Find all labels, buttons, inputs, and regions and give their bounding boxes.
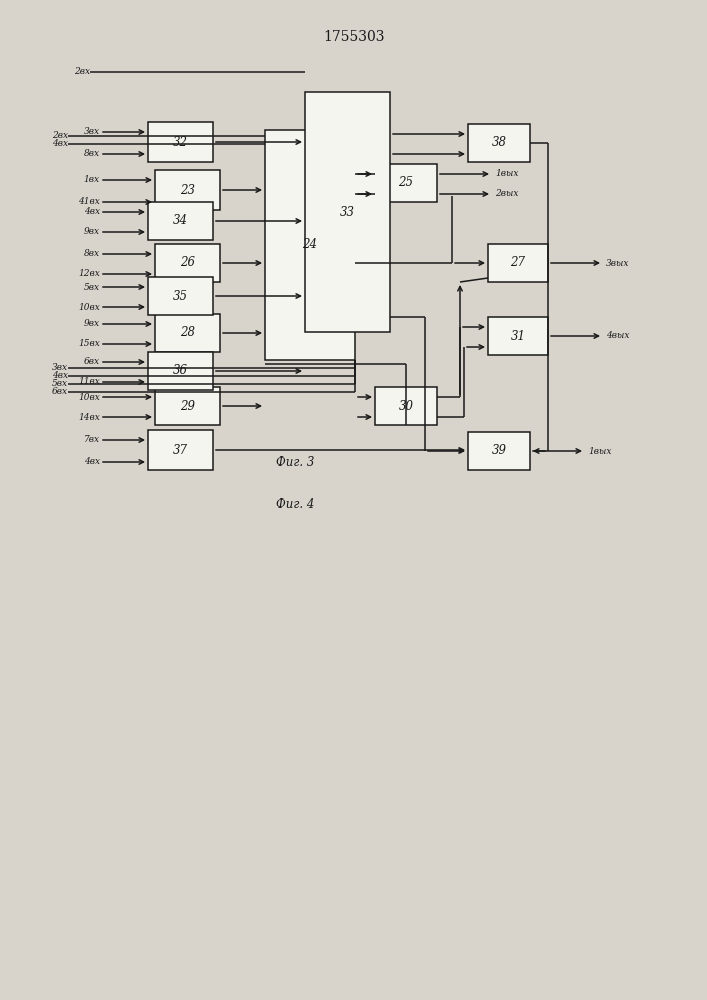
Text: 4вх: 4вх [84,458,100,466]
Bar [468,432,530,470]
Text: 35: 35 [173,290,188,302]
Text: 4вых: 4вых [606,332,629,340]
Bar [305,92,390,332]
Text: 1вых: 1вых [495,169,518,178]
Bar [468,124,530,162]
Text: 9вх: 9вх [84,320,100,328]
Text: 14вх: 14вх [78,412,100,422]
Text: 3вых: 3вых [606,258,629,267]
Text: 10вх: 10вх [78,392,100,401]
Bar [488,244,548,282]
Bar [488,317,548,355]
Text: 8вх: 8вх [84,149,100,158]
Bar [148,122,213,162]
Text: 9вх: 9вх [84,228,100,236]
Text: 15вх: 15вх [78,340,100,349]
Text: 7вх: 7вх [84,436,100,444]
Bar [155,387,220,425]
Text: 4вх: 4вх [52,139,68,148]
Text: 29: 29 [180,399,195,412]
Bar [155,244,220,282]
Text: 2вх: 2вх [74,68,90,77]
Text: 24: 24 [303,238,317,251]
Bar [155,170,220,210]
Text: 28: 28 [180,326,195,340]
Text: 6вх: 6вх [52,387,68,396]
Text: 4вх: 4вх [52,371,68,380]
Text: 11вх: 11вх [78,377,100,386]
Text: 1755303: 1755303 [323,30,385,44]
Text: 3вх: 3вх [52,363,68,372]
Text: 8вх: 8вх [84,249,100,258]
Text: 34: 34 [173,215,188,228]
Text: 33: 33 [340,206,355,219]
Text: 2вх: 2вх [52,131,68,140]
Bar [155,314,220,352]
Text: 37: 37 [173,444,188,456]
Text: 4вх: 4вх [84,208,100,217]
Text: 41вх: 41вх [78,198,100,207]
Text: 3вх: 3вх [84,127,100,136]
Bar [375,387,437,425]
Text: 36: 36 [173,364,188,377]
Text: 1вых: 1вых [588,446,612,456]
Bar [148,277,213,315]
Text: 39: 39 [491,444,506,458]
Text: Фиг. 3: Фиг. 3 [276,456,314,468]
Text: 25: 25 [399,176,414,190]
Text: 32: 32 [173,135,188,148]
Text: 6вх: 6вх [84,358,100,366]
Bar [148,430,213,470]
Bar [375,164,437,202]
Bar [148,352,213,390]
Text: 10вх: 10вх [78,302,100,312]
Bar [148,202,213,240]
Text: 12вх: 12вх [78,269,100,278]
Text: 27: 27 [510,256,525,269]
Text: Фиг. 4: Фиг. 4 [276,498,314,512]
Text: 1вх: 1вх [84,176,100,184]
Text: 5вх: 5вх [52,379,68,388]
Text: 38: 38 [491,136,506,149]
Text: 26: 26 [180,256,195,269]
Text: 31: 31 [510,330,525,342]
Text: 5вх: 5вх [84,282,100,292]
Text: 2вых: 2вых [495,190,518,198]
Text: 30: 30 [399,399,414,412]
Bar [265,130,355,360]
Text: 23: 23 [180,184,195,196]
